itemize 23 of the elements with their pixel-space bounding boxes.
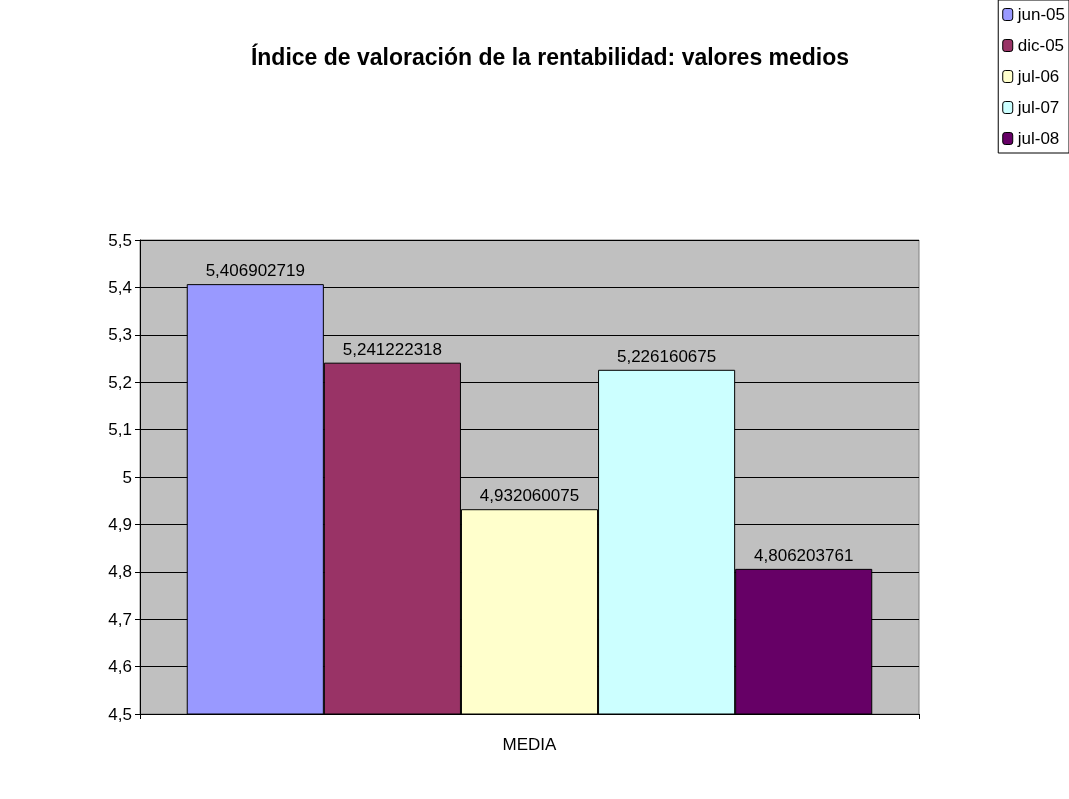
chart-title: Índice de valoración de la rentabilidad: valores medios [250,42,850,70]
legend-label: jul-07 [1016,98,1060,117]
y-tick-label: 5,5 [108,230,132,250]
y-tick-label: 5,1 [108,420,132,440]
y-tick-label: 5,3 [108,325,132,345]
data-label: 5,226160675 [616,346,717,366]
legend-label: jul-06 [1016,67,1060,86]
y-tick-label: 4,5 [108,704,132,724]
y-tick-label: 4,6 [108,657,132,677]
y-tick-label: 4,7 [108,609,132,629]
legend-label: dic-05 [1017,36,1065,55]
y-tick-label: 5 [122,467,132,487]
y-tick-label: 5,4 [108,277,132,297]
data-label: 5,241222318 [342,339,443,359]
y-tick-label: 5,2 [108,372,132,392]
legend-label: jun-05 [1016,5,1066,24]
data-label: 4,932060075 [479,486,580,506]
y-tick-label: 4,8 [108,562,132,582]
x-tick-label: MEDIA [502,735,558,754]
data-label: 5,406902719 [205,261,305,281]
y-tick-label: 4,9 [108,514,132,534]
legend-label: jul-08 [1016,129,1060,148]
data-label: 4,806203761 [754,545,854,565]
